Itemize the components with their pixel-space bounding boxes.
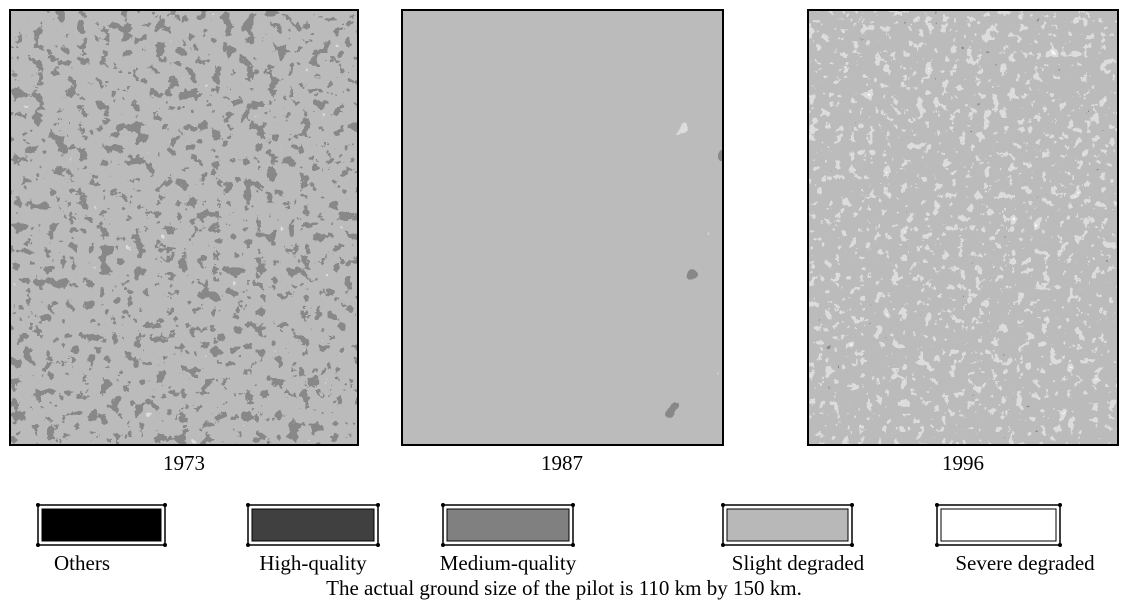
legend-corner <box>721 543 725 547</box>
legend-label: Others <box>54 551 110 575</box>
map-border <box>401 9 724 446</box>
legend-corner <box>441 543 445 547</box>
map-panel: 1973 <box>9 9 359 475</box>
legend-corner <box>1058 543 1062 547</box>
legend-swatch <box>251 508 375 542</box>
legend-label: High-quality <box>259 551 367 575</box>
map-image <box>402 10 723 445</box>
legend-corner <box>36 543 40 547</box>
legend-swatch <box>446 508 570 542</box>
map-year: 1996 <box>942 451 984 475</box>
map-panel: 1987 <box>401 9 724 475</box>
map-border <box>9 9 359 446</box>
legend-corner <box>246 543 250 547</box>
legend-corner <box>246 503 250 507</box>
legend-swatch <box>41 508 162 542</box>
legend-corner <box>850 503 854 507</box>
legend-label: Severe degraded <box>955 551 1095 575</box>
legend-corner <box>163 503 167 507</box>
legend-corner <box>36 503 40 507</box>
legend-corner <box>721 503 725 507</box>
legend-corner <box>850 543 854 547</box>
legend: Others High-quality Medium-quality Slight d… <box>36 503 1095 575</box>
map-year: 1987 <box>541 451 583 475</box>
map-image <box>10 10 358 445</box>
legend-corner <box>376 503 380 507</box>
legend-label: Slight degraded <box>732 551 865 575</box>
legend-corner <box>571 543 575 547</box>
legend-corner <box>376 543 380 547</box>
caption: The actual ground size of the pilot is 1… <box>326 576 802 600</box>
map-panel: 1996 <box>807 9 1119 475</box>
legend-corner <box>441 503 445 507</box>
map-image <box>808 10 1118 445</box>
legend-corner <box>1058 503 1062 507</box>
legend-corner <box>571 503 575 507</box>
legend-swatch <box>726 508 849 542</box>
legend-corner <box>163 543 167 547</box>
map-year: 1973 <box>163 451 205 475</box>
legend-label: Medium-quality <box>440 551 577 575</box>
legend-corner <box>935 503 939 507</box>
legend-corner <box>935 543 939 547</box>
map-border <box>807 9 1119 446</box>
legend-swatch <box>940 508 1057 542</box>
